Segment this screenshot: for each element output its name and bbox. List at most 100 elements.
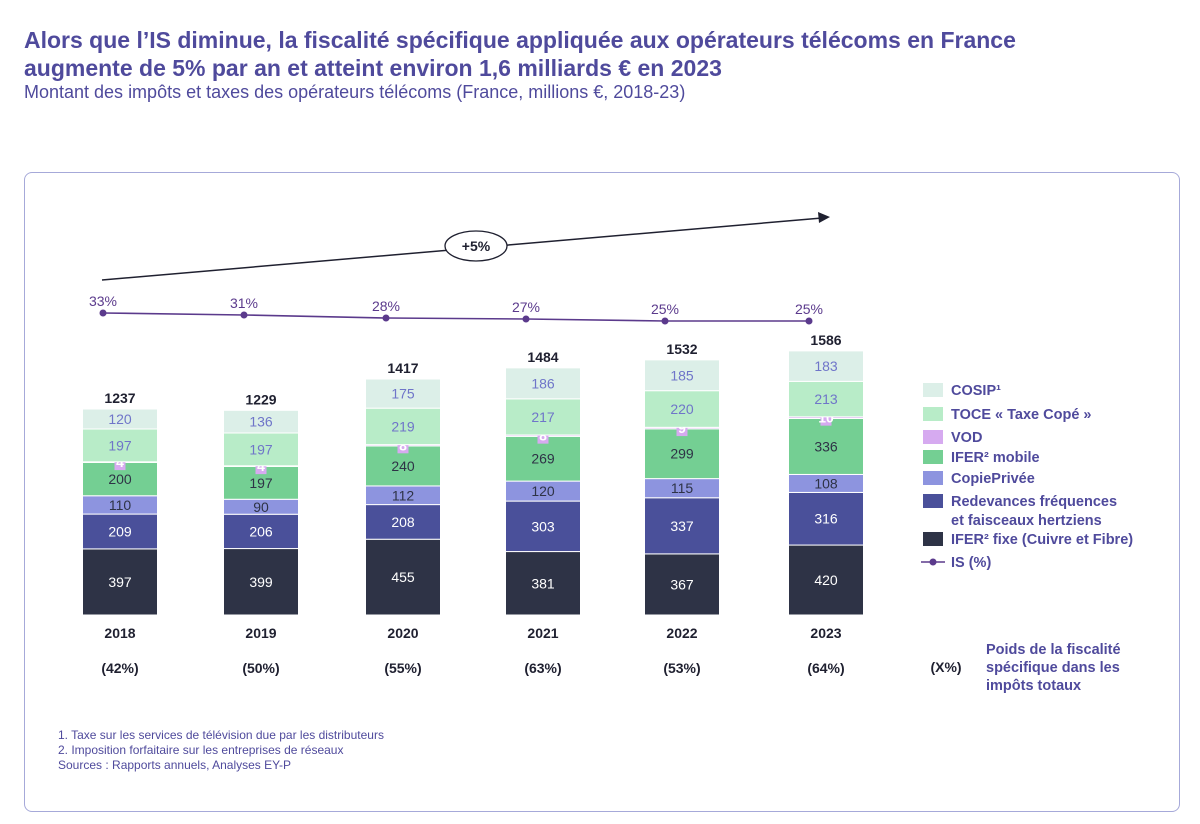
- data-label: 206: [249, 523, 273, 539]
- footnote-1: 1. Taxe sur les services de télévision d…: [58, 728, 384, 742]
- data-label: 336: [814, 438, 838, 454]
- share-header: (X%): [930, 659, 961, 675]
- bar-segment: [644, 428, 720, 480]
- bar-segment: [365, 378, 441, 409]
- is-rate-label: 28%: [372, 298, 400, 314]
- data-label: 197: [249, 475, 273, 491]
- data-label: 185: [670, 367, 694, 383]
- legend-label: CopiePrivée: [951, 471, 1035, 487]
- data-label: 219: [391, 418, 415, 434]
- legend-swatch: [923, 383, 943, 397]
- legend-label: IFER² mobile: [951, 450, 1040, 466]
- data-label: 200: [108, 471, 132, 487]
- is-rate-point: [805, 317, 813, 325]
- share-caption-line: spécifique dans les: [986, 660, 1120, 676]
- footnote-sources: Sources : Rapports annuels, Analyses EY-…: [58, 758, 292, 772]
- bar-segment: [365, 504, 441, 540]
- x-tick-label: 2018: [104, 625, 135, 641]
- bar-segment: [644, 553, 720, 616]
- legend-swatch: [923, 450, 943, 464]
- legend-swatch: [923, 407, 943, 421]
- share-label: (42%): [101, 660, 138, 676]
- data-label: 299: [670, 446, 694, 462]
- data-label: 197: [108, 437, 132, 453]
- bar-segment: [644, 359, 720, 392]
- total-label: 1586: [810, 332, 841, 348]
- legend-label: IFER² fixe (Cuivre et Fibre): [951, 532, 1133, 548]
- is-rate-label: 31%: [230, 295, 258, 311]
- is-rate-label: 33%: [89, 293, 117, 309]
- data-label: 108: [814, 475, 838, 491]
- legend-swatch: [923, 430, 943, 444]
- data-label: 367: [670, 576, 694, 592]
- legend-label: Redevances fréquences: [951, 494, 1117, 510]
- data-label: 197: [249, 441, 273, 457]
- x-tick-label: 2021: [527, 625, 558, 641]
- data-label: 9: [678, 420, 686, 436]
- data-label: 217: [531, 409, 555, 425]
- data-label: 208: [391, 514, 415, 530]
- share-caption-line: impôts totaux: [986, 678, 1081, 694]
- data-label: 120: [531, 483, 555, 499]
- x-tick-label: 2023: [810, 625, 841, 641]
- data-label: 420: [814, 572, 838, 588]
- vod-label-box: [537, 427, 549, 444]
- data-label: 90: [253, 499, 269, 515]
- legend-label: TOCE « Taxe Copé »: [951, 407, 1091, 423]
- share-caption-line: Poids de la fiscalité: [986, 642, 1121, 658]
- vod-label-box: [676, 420, 688, 437]
- total-label: 1484: [527, 349, 558, 365]
- growth-arrow-head: [818, 212, 830, 223]
- chart-subtitle: Montant des impôts et taxes des opérateu…: [24, 82, 686, 102]
- data-label: 115: [671, 480, 694, 496]
- data-label: 213: [814, 391, 838, 407]
- bar-segment: [788, 417, 864, 475]
- legend-label: COSIP¹: [951, 383, 1001, 399]
- legend-label: VOD: [951, 430, 982, 446]
- x-tick-label: 2020: [387, 625, 418, 641]
- bar-segment: [82, 408, 158, 430]
- is-rate-point: [99, 309, 107, 317]
- bar-segment: [788, 350, 864, 382]
- legend-swatch: [923, 494, 943, 508]
- chart-title: Alors que l’IS diminue, la fiscalité spé…: [24, 26, 1174, 82]
- bar-segment: [82, 428, 158, 463]
- legend-label: et faisceaux hertziens: [951, 513, 1102, 529]
- data-label: 240: [391, 458, 415, 474]
- title-line-1: Alors que l’IS diminue, la fiscalité spé…: [24, 27, 1016, 53]
- data-label: 186: [531, 375, 555, 391]
- bar-segment: [223, 432, 299, 467]
- total-label: 1417: [387, 360, 418, 376]
- data-label: 269: [531, 451, 555, 467]
- legend-swatch: [923, 532, 943, 546]
- data-label: 399: [249, 574, 273, 590]
- data-label: 120: [108, 411, 132, 427]
- legend-is-point: [929, 558, 937, 566]
- is-rate-point: [240, 311, 248, 319]
- share-label: (53%): [663, 660, 700, 676]
- is-rate-point: [382, 314, 390, 322]
- growth-annotation-ellipse: [444, 230, 508, 262]
- data-label: 337: [670, 518, 694, 534]
- data-label: 209: [108, 523, 132, 539]
- bar-segment: [788, 380, 864, 418]
- is-rate-line: [102, 312, 809, 322]
- data-label: 220: [670, 401, 694, 417]
- data-label: 455: [391, 569, 415, 585]
- data-label: 316: [814, 511, 838, 527]
- bar-segment: [365, 407, 441, 446]
- bar-segment: [223, 409, 299, 434]
- data-label: 110: [109, 497, 132, 513]
- data-label: 8: [539, 428, 547, 444]
- is-rate-label: 25%: [795, 301, 823, 317]
- bar-segment: [82, 548, 158, 616]
- vod-label-box: [397, 437, 409, 454]
- total-label: 1532: [666, 341, 697, 357]
- bar-segment: [788, 544, 864, 616]
- is-rate-point: [522, 315, 530, 323]
- bar-segment: [505, 500, 581, 553]
- bar-segment: [223, 548, 299, 616]
- share-label: (50%): [242, 660, 279, 676]
- data-label: 397: [108, 574, 132, 590]
